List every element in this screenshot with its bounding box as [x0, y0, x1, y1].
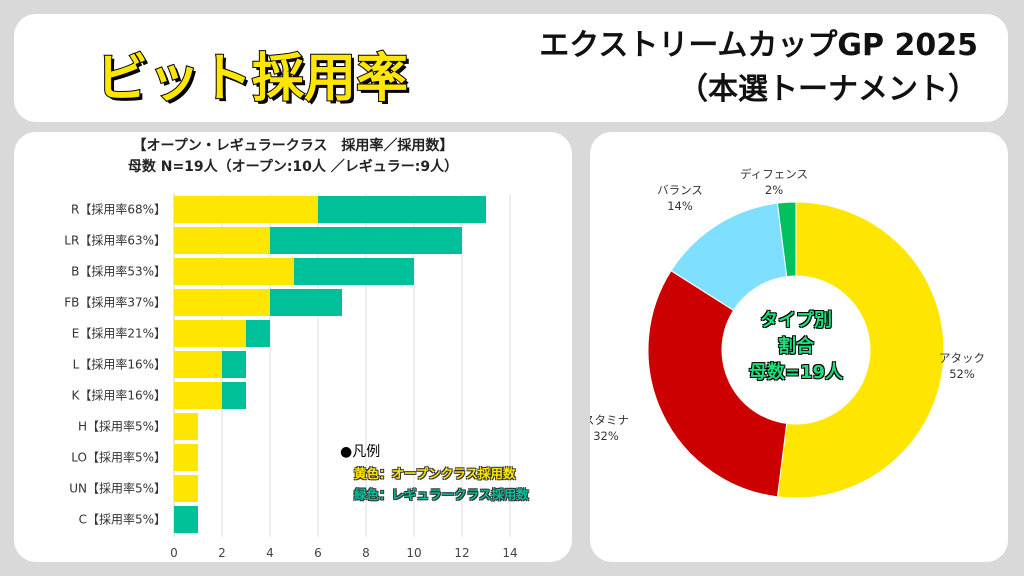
- header-panel: ビット採用率 エクストリームカップGP 2025 （本選トーナメント）: [14, 14, 1008, 122]
- bar-open: [174, 289, 270, 316]
- y-tick-label: LR【採用率63%】: [64, 233, 166, 248]
- bar-regular: [318, 196, 486, 223]
- x-tick-label: 14: [502, 546, 517, 560]
- bar-open: [174, 196, 318, 223]
- bar-regular: [270, 289, 342, 316]
- y-tick-label: LO【採用率5%】: [71, 450, 166, 465]
- x-tick-label: 0: [170, 546, 178, 560]
- y-tick-label: B【採用率53%】: [71, 264, 166, 279]
- bar-open: [174, 382, 222, 409]
- y-tick-label: FB【採用率37%】: [64, 295, 166, 310]
- bar-chart-panel: 【オープン・レギュラークラス 採用率／採用数】 母数 N=19人（オープン:10…: [14, 132, 572, 562]
- bar-chart-title: 【オープン・レギュラークラス 採用率／採用数】 母数 N=19人（オープン:10…: [14, 136, 572, 178]
- bar-regular: [294, 258, 414, 285]
- donut-chart: アタック 52% スタミナ 32% バランス 14% ディフェンス 2%: [590, 167, 985, 499]
- slice-percent: 52%: [949, 367, 975, 381]
- slice-label: アタック: [939, 351, 985, 365]
- y-tick-label: R【採用率68%】: [71, 202, 166, 217]
- bar-regular: [222, 351, 246, 378]
- y-tick-label: UN【採用率5%】: [69, 481, 166, 496]
- legend: ●凡例 黄色：オープンクラス採用数 緑色：レギュラークラス採用数: [340, 442, 529, 505]
- bar-open: [174, 227, 270, 254]
- slice-label: バランス: [657, 183, 703, 197]
- y-tick-label: L【採用率16%】: [73, 357, 166, 372]
- slice-percent: 32%: [593, 429, 619, 443]
- slice-percent: 14%: [667, 199, 693, 213]
- legend-regular: 緑色：レギュラークラス採用数: [354, 487, 529, 502]
- donut-chart-panel: アタック 52% スタミナ 32% バランス 14% ディフェンス 2% タイプ別 割合 母数…: [590, 132, 1008, 562]
- bar-open: [174, 320, 246, 347]
- page-title: ビット採用率: [95, 48, 409, 110]
- y-tick-label: C【採用率5%】: [79, 512, 166, 527]
- x-tick-label: 8: [362, 546, 370, 560]
- x-tick-label: 2: [218, 546, 226, 560]
- center-text-3: 母数=19人: [748, 362, 844, 383]
- bar-regular: [246, 320, 270, 347]
- bar-chart-title-line1: 【オープン・レギュラークラス 採用率／採用数】: [132, 138, 454, 154]
- donut-slice: [776, 201, 945, 499]
- bar-open: [174, 351, 222, 378]
- x-tick-label: 4: [266, 546, 274, 560]
- x-tick-label: 6: [314, 546, 322, 560]
- bar-open: [174, 258, 294, 285]
- y-tick-label: E【採用率21%】: [72, 326, 166, 341]
- slice-label: ディフェンス: [740, 167, 808, 181]
- bar-open: [174, 413, 198, 440]
- legend-open: 黄色：オープンクラス採用数: [354, 466, 516, 481]
- bar-chart-title-line2: 母数 N=19人（オープン:10人 ／レギュラー:9人）: [127, 159, 459, 175]
- event-title: エクストリームカップGP 2025 （本選トーナメント）: [539, 24, 978, 112]
- bar-regular: [174, 506, 198, 533]
- slice-percent: 2%: [765, 183, 783, 197]
- y-tick-label: K【採用率16%】: [71, 388, 166, 403]
- donut-center-label: タイプ別 割合 母数=19人: [716, 308, 876, 386]
- x-tick-label: 12: [454, 546, 469, 560]
- y-tick-label: H【採用率5%】: [78, 419, 166, 434]
- x-tick-label: 10: [406, 546, 421, 560]
- slice-label: スタミナ: [590, 413, 629, 427]
- bar-regular: [222, 382, 246, 409]
- event-title-line1: エクストリームカップGP 2025: [539, 28, 978, 63]
- bar-chart: 0 2 4 6 8 10 12 14 R【採用率68%】 LR【採用率63%】 B【採用率53%】 F…: [64, 194, 518, 560]
- donut-slice: [776, 201, 797, 278]
- bar-open: [174, 475, 198, 502]
- center-text-1: タイプ別: [760, 310, 832, 331]
- legend-title: ●凡例: [340, 444, 381, 460]
- donut-slice: [647, 270, 788, 498]
- bar-open: [174, 444, 198, 471]
- bar-regular: [270, 227, 462, 254]
- event-title-line2: （本選トーナメント）: [678, 72, 978, 107]
- center-text-2: 割合: [778, 336, 814, 357]
